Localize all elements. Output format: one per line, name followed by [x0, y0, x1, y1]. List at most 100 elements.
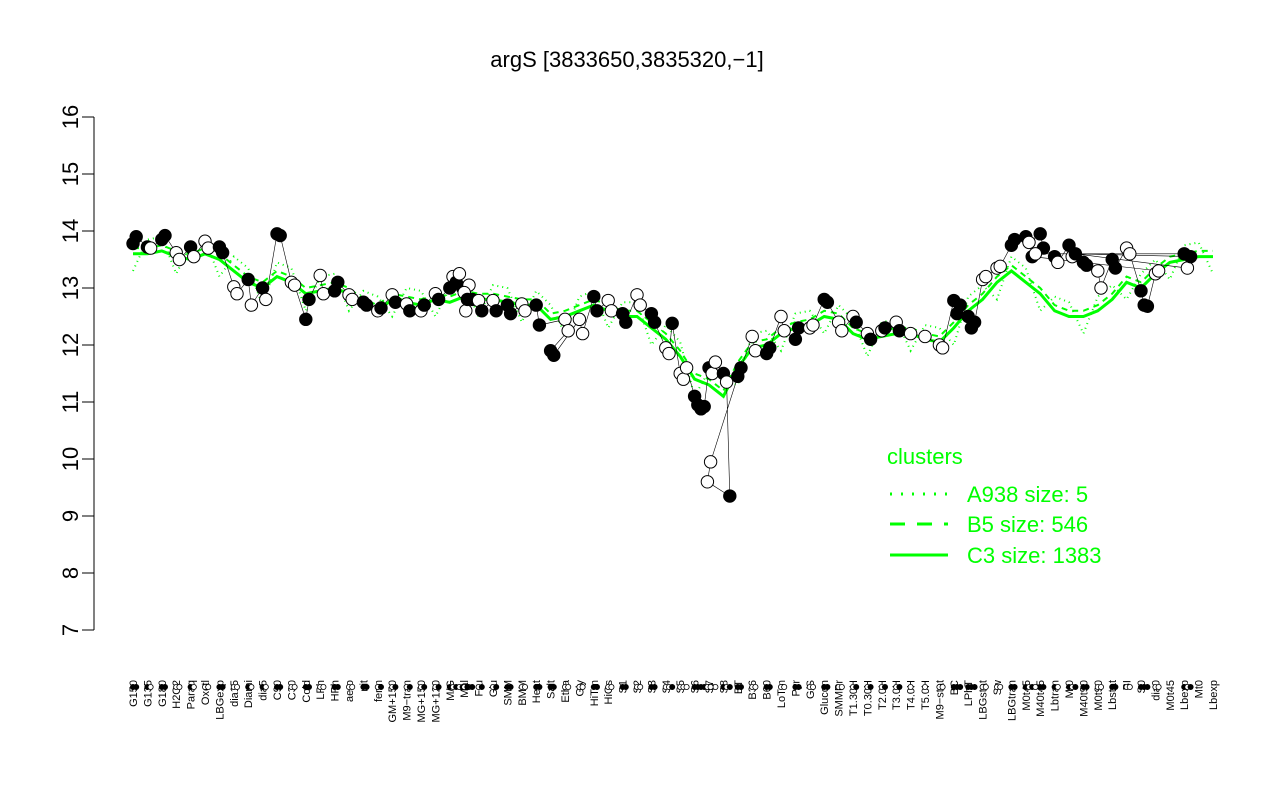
x-axis-point-tick	[1126, 684, 1133, 691]
data-point	[604, 304, 619, 318]
data-point	[1051, 255, 1065, 270]
data-point	[313, 268, 327, 283]
x-tick-label: C30	[286, 680, 298, 700]
data-point	[1007, 232, 1022, 247]
data-point	[1079, 258, 1094, 272]
x-tick-label: G180	[157, 680, 169, 707]
x-axis-point-tick	[1112, 684, 1119, 691]
data-point	[287, 278, 302, 292]
x-axis-point-tick	[176, 684, 183, 691]
data-point	[892, 324, 907, 338]
x-axis-point-tick	[363, 684, 370, 691]
x-tick-label: LPhT	[963, 680, 975, 707]
x-axis-point-tick	[579, 684, 586, 691]
y-tick-label: 16	[58, 105, 83, 129]
data-point	[993, 259, 1007, 274]
data-point	[388, 295, 403, 309]
x-axis-point-tick	[248, 684, 255, 691]
x-axis-point-tick	[896, 684, 903, 691]
data-point	[129, 230, 143, 244]
legend: clusters A938 size: 5 B5 size: 546 C3 si…	[887, 444, 1102, 568]
x-tick-label: M/G	[445, 680, 457, 701]
data-point	[1033, 227, 1047, 241]
data-point	[489, 304, 503, 318]
x-axis-point-tick	[550, 684, 557, 691]
x-axis-point-tick	[190, 684, 197, 691]
legend-label-a938: A938 size: 5	[967, 482, 1088, 507]
data-point	[158, 228, 172, 243]
x-axis-point-tick	[464, 684, 471, 691]
data-point	[1091, 264, 1105, 278]
x-axis-point-tick	[205, 684, 212, 691]
data-point	[633, 298, 647, 312]
x-tick-label: LBGstat	[978, 680, 990, 720]
x-axis-point-tick	[262, 684, 269, 691]
points-connector	[132, 233, 1191, 497]
x-axis-point-tick	[305, 684, 312, 691]
data-point	[572, 312, 587, 327]
x-tick-label: HiTm	[589, 680, 601, 706]
data-point	[503, 306, 518, 321]
data-point	[417, 298, 431, 312]
x-tick-label: dia0	[1150, 680, 1162, 701]
x-axis-point-tick	[406, 684, 413, 691]
x-tick-label: Heat	[531, 680, 543, 703]
y-tick-label: 9	[58, 510, 83, 522]
data-point	[700, 475, 715, 489]
data-point	[619, 315, 633, 329]
data-point	[708, 355, 723, 369]
data-point	[215, 245, 230, 260]
data-point	[835, 324, 849, 338]
data-point	[187, 249, 201, 264]
data-point	[452, 267, 467, 281]
data-point	[587, 289, 601, 304]
data-point	[558, 312, 572, 327]
data-point	[748, 344, 763, 358]
x-tick-label: dia5	[258, 680, 270, 701]
data-point	[518, 304, 532, 318]
data-point	[255, 281, 270, 295]
x-axis-point-tick	[1072, 684, 1079, 691]
x-axis-point-tick	[522, 684, 529, 691]
data-point	[697, 399, 711, 414]
x-axis-point-tick	[320, 684, 327, 691]
x-axis-point-tick	[565, 684, 572, 691]
x-axis-point-tick	[726, 684, 733, 691]
x-axis-point-tick	[536, 684, 543, 691]
x-axis-point-tick	[608, 684, 615, 691]
x-axis-point-tick	[507, 684, 514, 691]
data-point	[259, 292, 273, 307]
x-axis-point-tick	[377, 684, 384, 691]
x-axis-point-tick	[334, 684, 341, 691]
x-axis: G150 G135 G180 H2O2 Paraq Oxctl LBGexp dia15 Dia…	[128, 679, 1220, 722]
x-axis-point-tick	[291, 684, 298, 691]
x-axis-point-tick	[1144, 684, 1151, 691]
x-tick-label: Oxctl	[200, 680, 212, 705]
data-point	[935, 341, 950, 355]
data-point	[374, 301, 388, 315]
x-axis-point-tick	[277, 684, 284, 691]
x-axis-point-tick	[752, 684, 759, 691]
x-axis-point-tick	[882, 684, 889, 691]
x-axis-point-tick	[838, 684, 845, 691]
x-tick-label: G150	[128, 680, 140, 707]
data-point	[967, 315, 982, 329]
x-axis-point-tick	[683, 684, 690, 691]
x-axis-point-tick	[738, 684, 745, 691]
cluster-lines	[132, 235, 1214, 399]
x-axis-point-tick	[478, 684, 485, 691]
data-point	[316, 287, 331, 301]
data-point	[878, 321, 892, 335]
y-tick-label: 11	[58, 391, 83, 414]
data-point	[1108, 261, 1123, 275]
data-point	[403, 304, 417, 318]
x-axis-point-tick	[1054, 684, 1061, 691]
data-point	[679, 361, 694, 375]
y-tick-label: 8	[58, 567, 83, 579]
y-tick-label: 7	[58, 624, 83, 636]
x-axis-point-tick	[982, 684, 989, 691]
x-axis-point-tick	[957, 684, 964, 691]
data-point	[431, 292, 446, 307]
data-point	[863, 332, 878, 346]
data-point	[201, 241, 215, 255]
